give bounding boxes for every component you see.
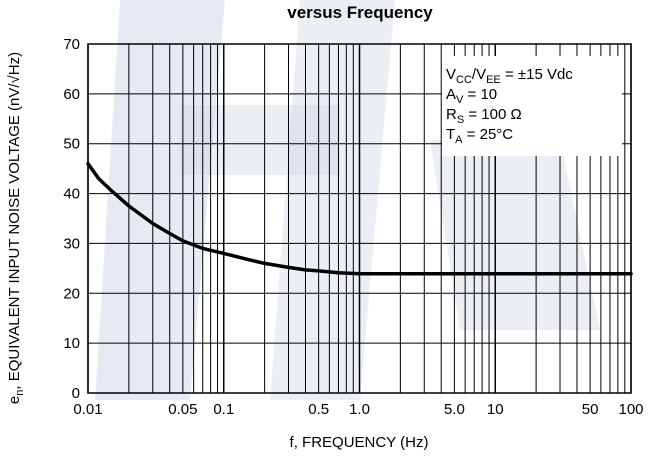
y-tick-label: 30: [63, 235, 80, 252]
y-tick-label: 10: [63, 335, 80, 352]
x-tick-label: 5.0: [444, 401, 465, 418]
y-tick-label: 0: [72, 385, 80, 402]
y-tick-label: 40: [63, 186, 80, 203]
x-tick-label: 1.0: [349, 401, 370, 418]
chart-title: versus Frequency: [287, 3, 433, 22]
condition-line: AV = 10: [446, 86, 497, 106]
x-tick-label: 0.5: [308, 401, 329, 418]
y-tick-label: 20: [63, 285, 80, 302]
x-tick-label: 100: [618, 401, 643, 418]
x-tick-labels: 0.01 0.05 0.1 0.5 1.0 5.0 10 50 100: [73, 401, 643, 418]
watermark-shape: [270, 0, 395, 400]
x-tick-label: 50: [582, 401, 599, 418]
conditions-box: [442, 56, 622, 156]
y-tick-label: 50: [63, 136, 80, 153]
watermark-shape: [180, 105, 340, 175]
x-tick-label: 10: [487, 401, 504, 418]
plot-frame: [87, 43, 632, 394]
x-axis-label: f, FREQUENCY (Hz): [290, 434, 429, 451]
condition-line: RS = 100 Ω: [446, 106, 522, 126]
watermark-shape: [430, 140, 600, 330]
y-axis-label: en, EQUIVALENT INPUT NOISE VOLTAGE (nV/√…: [6, 52, 26, 404]
y-tick-labels: 0 10 20 30 40 50 60 70: [63, 36, 80, 402]
y-tick-label: 70: [63, 36, 80, 53]
x-tick-label: 0.1: [213, 401, 234, 418]
x-tick-label: 0.05: [168, 401, 197, 418]
y-tick-label: 60: [63, 86, 80, 103]
condition-line: VCC/VEE = ±15 Vdc: [446, 66, 573, 86]
watermark-shape: [95, 0, 225, 400]
condition-line: TA = 25°C: [446, 126, 513, 146]
watermark-shapes: [95, 0, 600, 400]
x-tick-label: 0.01: [73, 401, 102, 418]
noise-curve: [86, 161, 633, 276]
